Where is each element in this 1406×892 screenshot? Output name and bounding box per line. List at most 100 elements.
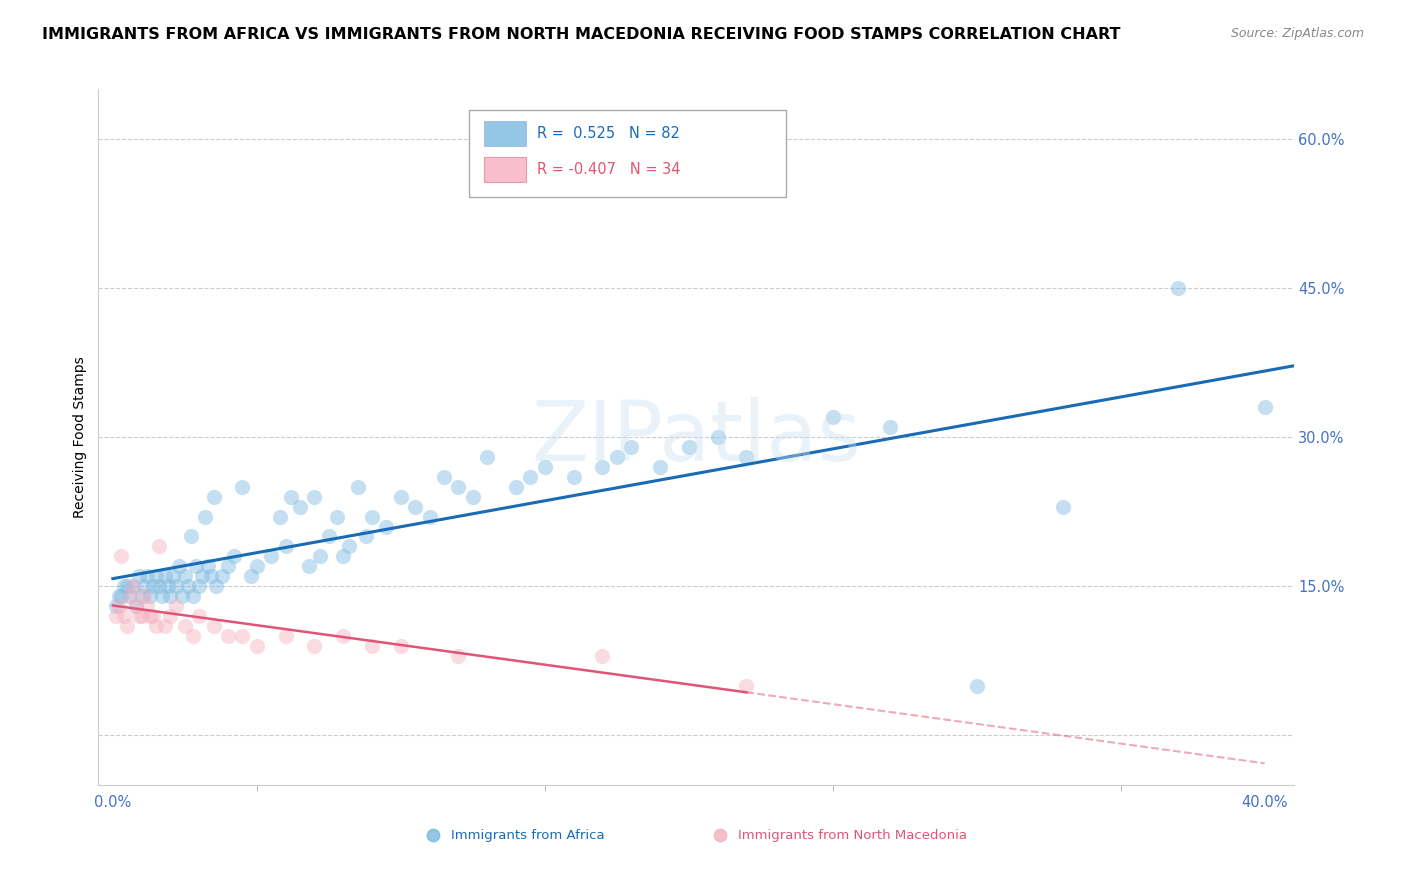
Text: Immigrants from Africa: Immigrants from Africa [451, 829, 605, 841]
Point [188, 579, 211, 593]
Point [110, 549, 132, 564]
Point [280, 490, 302, 504]
Point [122, 579, 145, 593]
Point [115, 619, 138, 633]
Point [115, 579, 138, 593]
FancyBboxPatch shape [485, 157, 526, 182]
Point [288, 500, 311, 514]
Point [332, 549, 354, 564]
Point [606, 450, 628, 464]
Point [591, 459, 613, 474]
Point [217, 629, 239, 643]
Point [153, 619, 176, 633]
Point [461, 490, 484, 504]
Point [159, 609, 181, 624]
Point [200, 569, 222, 583]
Point [153, 569, 176, 583]
Point [231, 629, 253, 643]
Point [170, 589, 193, 603]
Text: Immigrants from North Macedonia: Immigrants from North Macedonia [738, 829, 967, 841]
Point [211, 569, 233, 583]
Point [205, 579, 228, 593]
Point [246, 639, 269, 653]
Point [821, 410, 844, 425]
Point [346, 480, 368, 494]
Point [240, 569, 263, 583]
Point [246, 559, 269, 574]
Point [145, 569, 167, 583]
Point [706, 430, 728, 444]
Point [533, 459, 555, 474]
Point [274, 629, 297, 643]
Point [167, 559, 190, 574]
FancyBboxPatch shape [470, 110, 786, 197]
Point [389, 639, 412, 653]
Point [165, 599, 187, 613]
Text: R =  0.525   N = 82: R = 0.525 N = 82 [537, 126, 681, 141]
Point [1052, 500, 1074, 514]
Point [304, 639, 326, 653]
FancyBboxPatch shape [485, 120, 526, 145]
Point [122, 579, 145, 593]
Point [447, 480, 470, 494]
Point [404, 500, 426, 514]
Point [304, 490, 326, 504]
Point [104, 599, 127, 613]
Point [136, 569, 159, 583]
Point [1254, 401, 1277, 415]
Point [145, 619, 167, 633]
Point [134, 579, 156, 593]
Point [186, 559, 208, 574]
Point [142, 579, 165, 593]
Point [191, 569, 214, 583]
Point [156, 579, 179, 593]
Point [125, 599, 148, 613]
Point [183, 629, 205, 643]
Point [477, 450, 499, 464]
Point [104, 609, 127, 624]
Point [337, 540, 360, 554]
Point [879, 420, 901, 434]
Point [131, 609, 153, 624]
Point [128, 609, 150, 624]
Text: R = -0.407   N = 34: R = -0.407 N = 34 [537, 161, 681, 177]
Point [136, 599, 159, 613]
Point [159, 589, 181, 603]
Point [217, 559, 239, 574]
Y-axis label: Receiving Food Stamps: Receiving Food Stamps [73, 356, 87, 518]
Point [162, 569, 184, 583]
Point [120, 589, 142, 603]
Point [735, 450, 758, 464]
Point [183, 589, 205, 603]
Point [188, 609, 211, 624]
Point [110, 589, 132, 603]
Point [648, 459, 671, 474]
Point [107, 599, 129, 613]
Point [150, 589, 173, 603]
Point [120, 589, 142, 603]
Point [112, 579, 135, 593]
Point [148, 540, 170, 554]
Text: IMMIGRANTS FROM AFRICA VS IMMIGRANTS FROM NORTH MACEDONIA RECEIVING FOOD STAMPS : IMMIGRANTS FROM AFRICA VS IMMIGRANTS FRO… [42, 27, 1121, 42]
Point [112, 609, 135, 624]
Point [173, 619, 195, 633]
Point [176, 579, 198, 593]
Point [678, 440, 700, 454]
Point [433, 470, 456, 484]
Point [139, 609, 162, 624]
Point [735, 679, 758, 693]
Point [505, 480, 527, 494]
Point [148, 579, 170, 593]
Point [519, 470, 541, 484]
Point [107, 589, 129, 603]
Point [222, 549, 245, 564]
Point [197, 559, 219, 574]
Point [231, 480, 253, 494]
Point [194, 509, 217, 524]
Point [309, 549, 332, 564]
Point [591, 648, 613, 663]
Point [202, 490, 225, 504]
Point [165, 579, 187, 593]
Point [274, 540, 297, 554]
Point [562, 470, 585, 484]
